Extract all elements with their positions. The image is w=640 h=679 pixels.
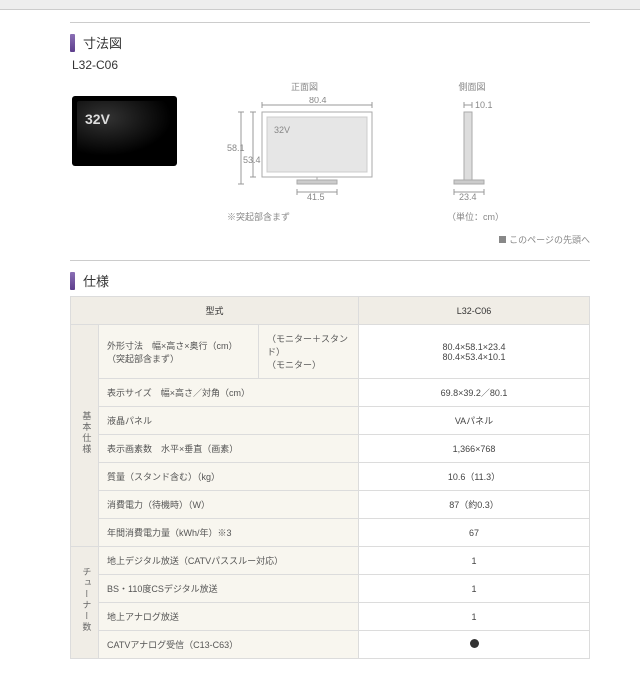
title-bar-2: [70, 272, 75, 290]
dot-icon: [470, 639, 479, 648]
row-value: 67: [359, 519, 590, 547]
divider-2: [70, 260, 590, 261]
spec-label: 仕様: [83, 271, 109, 290]
row-label: 消費電力（待機時）（W）: [99, 491, 359, 519]
row-label: 液晶パネル: [99, 407, 359, 435]
row-label: 外形寸法 幅×高さ×奥行（cm） （突起部含まず）: [99, 325, 259, 379]
front-note: ※突起部含まず: [227, 210, 382, 223]
top-bar: [0, 0, 640, 10]
front-stand: 41.5: [307, 192, 325, 202]
table-row: チューナー数地上デジタル放送（CATVパススルー対応）1: [71, 547, 590, 575]
tv-badge: 32V: [85, 111, 110, 127]
back-to-top-label: このページの先頭へ: [509, 235, 590, 245]
table-row: 基本仕様外形寸法 幅×高さ×奥行（cm） （突起部含まず）（モニター＋スタンド）…: [71, 325, 590, 379]
table-row: 液晶パネルVAパネル: [71, 407, 590, 435]
row-label: 地上アナログ放送: [99, 603, 359, 631]
side-depth: 23.4: [459, 192, 477, 202]
row-value: VAパネル: [359, 407, 590, 435]
divider: [70, 22, 590, 23]
side-svg: 10.1 23.4: [432, 97, 512, 202]
row-value: 80.4×58.1×23.480.4×53.4×10.1: [359, 325, 590, 379]
col-value: L32-C06: [359, 297, 590, 325]
row-label: 表示サイズ 幅×高さ／対角（cm）: [99, 379, 359, 407]
tv-thumbnail: 32V: [72, 96, 177, 166]
row-sublabel: （モニター＋スタンド）（モニター）: [259, 325, 359, 379]
spec-title: 仕様: [70, 271, 590, 290]
row-label: 年間消費電力量（kWh/年）※3: [99, 519, 359, 547]
dimensions-title: 寸法図: [70, 33, 590, 52]
table-row: 年間消費電力量（kWh/年）※367: [71, 519, 590, 547]
row-value: [359, 631, 590, 659]
row-value: 1: [359, 603, 590, 631]
table-row: 質量（スタンド含む）（kg）10.6（11.3）: [71, 463, 590, 491]
table-row: 表示サイズ 幅×高さ／対角（cm）69.8×39.2／80.1: [71, 379, 590, 407]
front-diagram: 正面図 32V 80.4: [227, 80, 382, 223]
row-value: 87（約0.3）: [359, 491, 590, 519]
table-row: 消費電力（待機時）（W）87（約0.3）: [71, 491, 590, 519]
row-label: 表示画素数 水平×垂直（画素）: [99, 435, 359, 463]
row-value: 69.8×39.2／80.1: [359, 379, 590, 407]
title-bar: [70, 34, 75, 52]
row-label: 質量（スタンド含む）（kg）: [99, 463, 359, 491]
group-head: 基本仕様: [71, 325, 99, 547]
front-h1: 58.1: [227, 143, 245, 153]
row-label: 地上デジタル放送（CATVパススルー対応）: [99, 547, 359, 575]
diagram-block: 正面図 32V 80.4: [227, 80, 590, 223]
square-icon: [499, 236, 506, 243]
back-to-top[interactable]: このページの先頭へ: [70, 233, 590, 246]
spec-header-row: 型式 L32-C06: [71, 297, 590, 325]
title-label: 寸法図: [83, 33, 122, 52]
model-name: L32-C06: [72, 58, 590, 72]
dimensions-row: 32V 正面図 32V: [72, 80, 590, 223]
page: 寸法図 L32-C06 32V 正面図 32V: [0, 22, 640, 679]
front-label: 正面図: [227, 80, 382, 93]
row-value: 1: [359, 547, 590, 575]
side-top: 10.1: [475, 100, 493, 110]
row-value: 1,366×768: [359, 435, 590, 463]
table-row: CATVアナログ受信（C13-C63）: [71, 631, 590, 659]
front-width: 80.4: [309, 97, 327, 105]
tv-screen: 32V: [77, 101, 172, 156]
col-model: 型式: [71, 297, 359, 325]
row-value: 1: [359, 575, 590, 603]
spec-table: 型式 L32-C06 基本仕様外形寸法 幅×高さ×奥行（cm） （突起部含まず）…: [70, 296, 590, 659]
group-head: チューナー数: [71, 547, 99, 659]
row-label: BS・110度CSデジタル放送: [99, 575, 359, 603]
table-row: BS・110度CSデジタル放送1: [71, 575, 590, 603]
row-value: 10.6（11.3）: [359, 463, 590, 491]
row-label: CATVアナログ受信（C13-C63）: [99, 631, 359, 659]
table-row: 地上アナログ放送1: [71, 603, 590, 631]
unit-label: （単位：cm）: [432, 210, 504, 223]
side-label: 側面図: [432, 80, 512, 93]
front-32v: 32V: [274, 125, 290, 135]
front-svg: 32V 80.4 58.1: [227, 97, 382, 202]
table-row: 表示画素数 水平×垂直（画素）1,366×768: [71, 435, 590, 463]
side-diagram: 側面図 10.1 23.4: [432, 80, 512, 223]
front-h2: 53.4: [243, 155, 261, 165]
